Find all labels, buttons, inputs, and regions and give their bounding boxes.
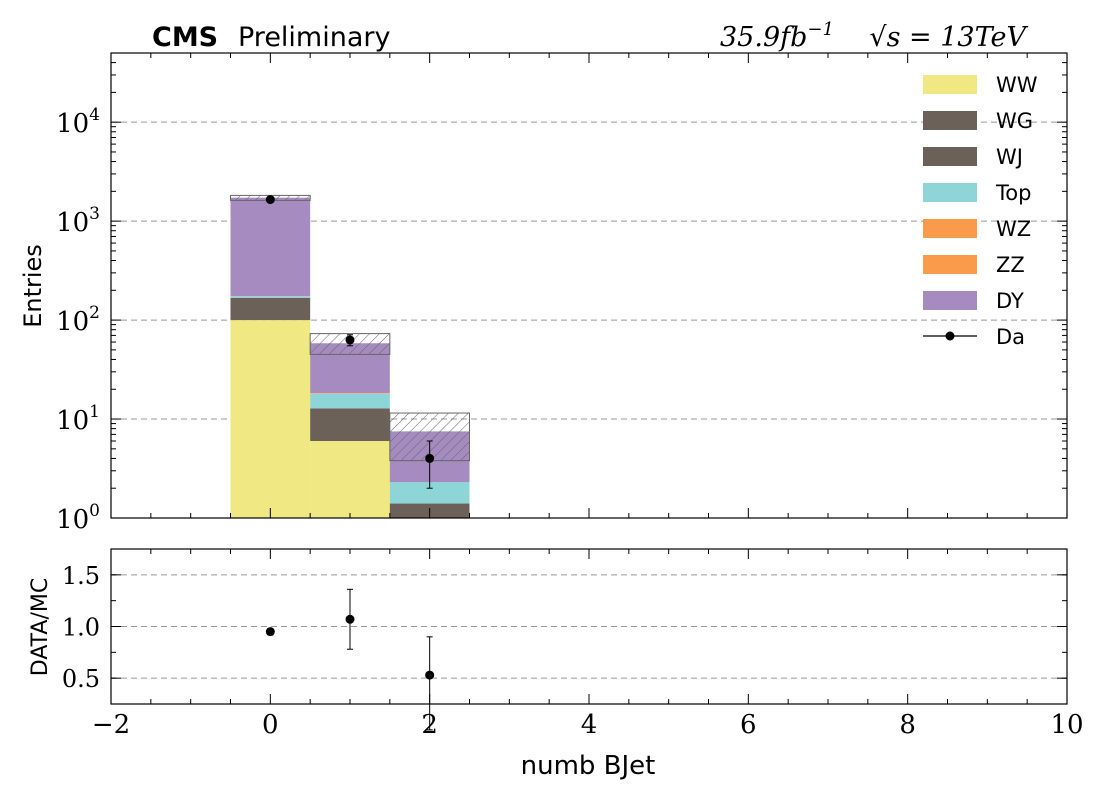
y-tick-exponent: 1 xyxy=(89,402,100,422)
y-tick-label: 100 xyxy=(56,501,100,535)
y-tick-label: 104 xyxy=(56,105,100,139)
legend-label-wz: WZ xyxy=(996,217,1031,241)
x-axis-label: numb BJet xyxy=(521,751,656,781)
legend-swatch-wz xyxy=(923,219,977,238)
luminosity-label: 35.9fb−1 xyxy=(720,19,834,53)
stacked-histogram xyxy=(230,197,470,518)
y-tick-base: 10 xyxy=(56,208,89,238)
legend-label-data: Da xyxy=(996,325,1025,349)
x-tick-label: 6 xyxy=(740,710,757,740)
legend-label-ww: WW xyxy=(996,73,1038,97)
x-tick-label: −2 xyxy=(92,710,130,740)
bar-top xyxy=(310,393,390,409)
ratio-points xyxy=(265,588,435,731)
legend: WW WG WJ Top WZ ZZ DY Da xyxy=(923,73,1038,349)
ratio-point xyxy=(265,627,275,637)
x-tick-label: 2 xyxy=(421,710,438,740)
luminosity-value: 35.9fb xyxy=(720,22,807,53)
ratio-y-tick-labels: 0.5 1.0 1.5 xyxy=(62,562,100,693)
bar-top xyxy=(389,482,470,504)
bar-wj xyxy=(230,297,311,321)
legend-swatch-top xyxy=(923,183,977,202)
data-point xyxy=(265,195,275,205)
ratio-y-tick-label: 0.5 xyxy=(62,665,100,693)
legend-swatch-wg xyxy=(923,111,977,130)
legend-data-marker xyxy=(945,331,955,341)
ratio-point xyxy=(425,670,435,680)
y-tick-exponent: 3 xyxy=(89,204,100,224)
y-tick-exponent: 4 xyxy=(89,105,100,125)
preliminary-label: Preliminary xyxy=(238,22,390,53)
data-point xyxy=(345,335,355,345)
legend-swatch-ww xyxy=(923,75,977,94)
x-tick-label: 8 xyxy=(899,710,916,740)
ratio-y-tick-label: 1.0 xyxy=(62,614,100,642)
y-tick-base: 10 xyxy=(56,406,89,436)
x-tick-label: 4 xyxy=(581,710,598,740)
legend-label-top: Top xyxy=(995,181,1031,205)
luminosity-exponent: −1 xyxy=(807,19,834,40)
x-tick-label: 0 xyxy=(262,710,279,740)
legend-label-wg: WG xyxy=(996,109,1033,133)
main-axis-ticks xyxy=(110,52,1068,519)
y-tick-label: 102 xyxy=(56,303,100,337)
legend-label-zz: ZZ xyxy=(996,253,1025,277)
ratio-axis-ticks xyxy=(110,548,1068,705)
bar-top xyxy=(230,296,311,298)
y-tick-exponent: 2 xyxy=(89,303,100,323)
y-tick-base: 10 xyxy=(56,505,89,535)
ratio-point xyxy=(345,614,355,624)
y-tick-base: 10 xyxy=(56,109,89,139)
y-tick-label: 103 xyxy=(56,204,100,238)
legend-label-wj: WJ xyxy=(996,145,1023,169)
ratio-y-axis-label: DATA/MC xyxy=(28,578,53,676)
legend-label-dy: DY xyxy=(996,289,1024,313)
ratio-gridlines xyxy=(111,574,1067,679)
ratio-y-tick-label: 1.5 xyxy=(62,562,100,590)
x-tick-label: 10 xyxy=(1050,710,1083,740)
energy-label: √s = 13TeV xyxy=(869,22,1028,53)
bar-ww xyxy=(230,320,311,518)
y-tick-base: 10 xyxy=(56,307,89,337)
y-tick-label: 101 xyxy=(56,402,100,436)
data-points xyxy=(265,195,435,489)
bar-wj xyxy=(310,408,390,441)
bar-ww xyxy=(310,440,390,518)
x-tick-labels: −2 0 2 4 6 8 10 xyxy=(92,710,1084,740)
bar-dy xyxy=(230,197,311,297)
y-axis-label: Entries xyxy=(19,244,47,328)
legend-swatch-zz xyxy=(923,255,977,274)
y-tick-exponent: 0 xyxy=(89,501,100,521)
cms-label: CMS xyxy=(152,22,218,53)
legend-swatch-dy xyxy=(923,291,977,310)
legend-swatch-wj xyxy=(923,147,977,166)
data-point xyxy=(425,453,435,463)
